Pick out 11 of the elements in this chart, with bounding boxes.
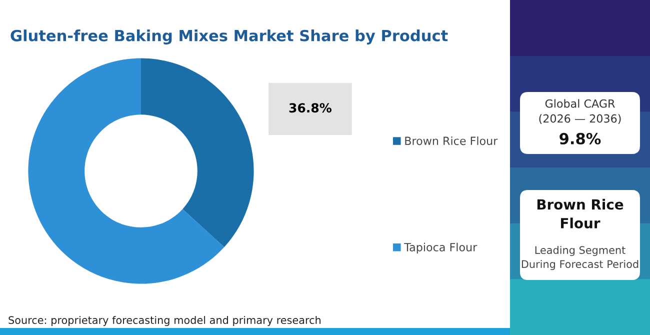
legend-label: Brown Rice Flour: [405, 136, 498, 146]
data-label: 36.8%: [289, 103, 332, 113]
chart-title: Gluten-free Baking Mixes Market Share by Product: [10, 30, 448, 44]
legend-label: Tapioca Flour: [404, 242, 478, 254]
source-note: Source: proprietary forecasting model and primary research: [8, 316, 320, 326]
text: Leading Segment During Forecast Period: [522, 246, 638, 270]
donut-slice: [141, 58, 254, 248]
donut-slice: [28, 58, 224, 284]
text: Brown Rice Flour: [537, 198, 624, 228]
text: 9.8%: [560, 132, 601, 144]
text: Global CAGR (2026 — 2036): [539, 99, 621, 124]
